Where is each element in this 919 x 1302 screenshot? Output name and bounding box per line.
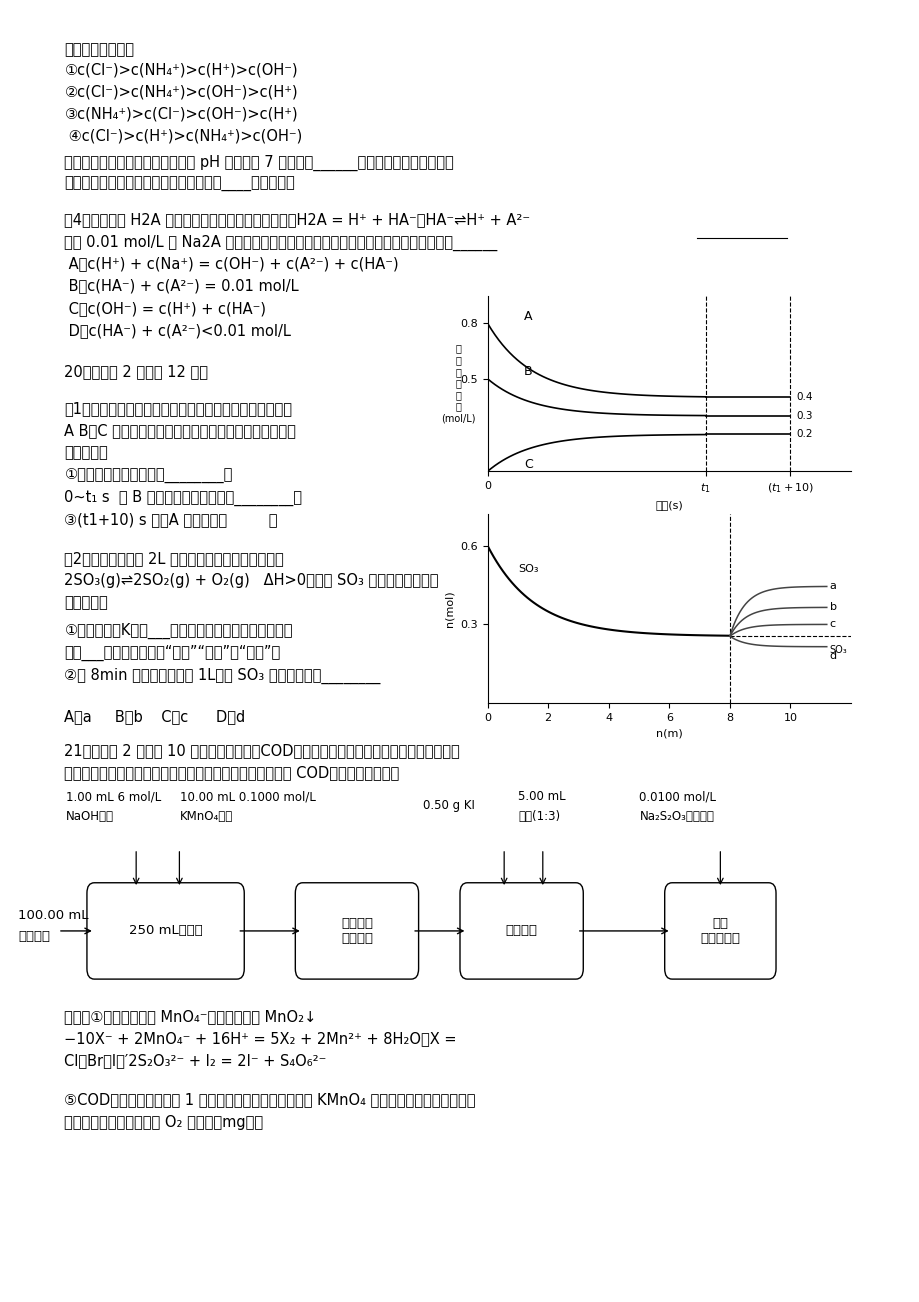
Text: 21．（每空 2 分，共 10 分）化学需氧量（COD）常作为衡量水体中有机物含量的指标。一: 21．（每空 2 分，共 10 分）化学需氧量（COD）常作为衡量水体中有机物含… bbox=[64, 743, 460, 759]
Text: B: B bbox=[524, 365, 532, 378]
Text: 有如下四种关系：: 有如下四种关系： bbox=[64, 42, 134, 57]
FancyBboxPatch shape bbox=[295, 883, 418, 979]
Text: 0.2: 0.2 bbox=[796, 430, 812, 439]
Text: 5.00 mL: 5.00 mL bbox=[517, 790, 565, 803]
Text: （2）在一个容积为 2L 的密闭恒容容器中，发生反应: （2）在一个容积为 2L 的密闭恒容容器中，发生反应 bbox=[64, 551, 284, 566]
Text: 上述四种离子浓度的大小顺序，正确的为____（填序号）: 上述四种离子浓度的大小顺序，正确的为____（填序号） bbox=[64, 177, 295, 193]
Text: （1）右图表示在一定的温度下，容积固定的密闭容器中，: （1）右图表示在一定的温度下，容积固定的密闭容器中， bbox=[64, 401, 292, 417]
Text: 量将___。（以上两空填“增大”“减小”或“不变”）: 量将___。（以上两空填“增大”“减小”或“不变”） bbox=[64, 644, 280, 660]
Text: ①c(Cl⁻)>c(NH₄⁺)>c(H⁺)>c(OH⁻): ①c(Cl⁻)>c(NH₄⁺)>c(H⁺)>c(OH⁻) bbox=[64, 62, 298, 78]
Text: 下列问题：: 下列问题： bbox=[64, 445, 108, 461]
Text: 250 mL锥形瓶: 250 mL锥形瓶 bbox=[129, 924, 202, 937]
Text: NaOH溶液: NaOH溶液 bbox=[66, 810, 114, 823]
Text: Cl，Br，I）′2S₂O₃²⁻ + I₂ = 2I⁻ + S₄O₆²⁻: Cl，Br，I）′2S₂O₃²⁻ + I₂ = 2I⁻ + S₄O₆²⁻ bbox=[64, 1053, 326, 1069]
Y-axis label: n(mol): n(mol) bbox=[444, 590, 454, 628]
Text: ③(t1+10) s 时，A 的转化率为         。: ③(t1+10) s 时，A 的转化率为 。 bbox=[64, 512, 278, 527]
Text: 硫酸(1:3): 硫酸(1:3) bbox=[517, 810, 560, 823]
Text: A: A bbox=[524, 310, 532, 323]
Text: D．c(HA⁻) + c(A²⁻)<0.01 mol/L: D．c(HA⁻) + c(A²⁻)<0.01 mol/L bbox=[64, 323, 291, 339]
Text: 个研究性学习小组打算用祁性高锴酸鿣溶液测定海水试样的 COD，实验流程如下：: 个研究性学习小组打算用祁性高锴酸鿣溶液测定海水试样的 COD，实验流程如下： bbox=[64, 766, 399, 781]
Text: d: d bbox=[829, 651, 836, 661]
Text: ⑤COD的计算方法：氧化 1 升水样中还原性物质所消耗的 KMnO₄ 的量为指标，折算成每升水: ⑤COD的计算方法：氧化 1 升水样中还原性物质所消耗的 KMnO₄ 的量为指标… bbox=[64, 1092, 475, 1108]
Text: 10.00 mL 0.1000 mol/L: 10.00 mL 0.1000 mol/L bbox=[180, 790, 316, 803]
Text: 右图所示。: 右图所示。 bbox=[64, 595, 108, 611]
Text: SO₃: SO₃ bbox=[517, 564, 538, 574]
Text: 滴定
（加淠粉）: 滴定 （加淠粉） bbox=[699, 917, 740, 945]
Text: C: C bbox=[524, 457, 532, 470]
Text: ③c(NH₄⁺)>c(Cl⁻)>c(OH⁻)>c(H⁺): ③c(NH₄⁺)>c(Cl⁻)>c(OH⁻)>c(H⁺) bbox=[64, 107, 298, 122]
Text: KMnO₄溶液: KMnO₄溶液 bbox=[180, 810, 233, 823]
Text: c: c bbox=[829, 620, 835, 629]
Text: 煮永片刻
迅速冷却: 煮永片刻 迅速冷却 bbox=[341, 917, 372, 945]
Text: ④c(Cl⁻)>c(H⁺)>c(NH₄⁺)>c(OH⁻): ④c(Cl⁻)>c(H⁺)>c(NH₄⁺)>c(OH⁻) bbox=[64, 129, 302, 145]
X-axis label: n(m): n(m) bbox=[655, 728, 682, 738]
Text: 若有 0.01 mol/L 的 Na2A 溶液，下列关于溶液中离子浓度关系的表达式，不正确的是______: 若有 0.01 mol/L 的 Na2A 溶液，下列关于溶液中离子浓度关系的表达… bbox=[64, 234, 497, 250]
Text: A．a     B．b    C，c      D．d: A．a B．b C，c D．d bbox=[64, 710, 245, 725]
Text: 0.50 g KI: 0.50 g KI bbox=[423, 799, 474, 812]
X-axis label: 时间(s): 时间(s) bbox=[654, 500, 683, 510]
Text: 20．（每空 2 分，共 12 分）: 20．（每空 2 分，共 12 分） bbox=[64, 365, 209, 380]
Text: a: a bbox=[829, 582, 835, 591]
Text: B．c(HA⁻) + c(A²⁻) = 0.01 mol/L: B．c(HA⁻) + c(A²⁻) = 0.01 mol/L bbox=[64, 279, 299, 294]
Text: 0.0100 mol/L: 0.0100 mol/L bbox=[639, 790, 716, 803]
Text: 100.00 mL: 100.00 mL bbox=[18, 909, 89, 922]
Text: A．c(H⁺) + c(Na⁺) = c(OH⁻) + c(A²⁻) + c(HA⁻): A．c(H⁺) + c(Na⁺) = c(OH⁻) + c(A²⁻) + c(H… bbox=[64, 256, 399, 272]
Text: b: b bbox=[829, 603, 836, 612]
Text: 已知：①弱碱性条件下 MnO₄⁻的还原产物为 MnO₂↓: 已知：①弱碱性条件下 MnO₄⁻的还原产物为 MnO₂↓ bbox=[64, 1009, 316, 1025]
Text: ②从 8min 起，压缩容器为 1L，则 SO₃ 的变化曲线为________: ②从 8min 起，压缩容器为 1L，则 SO₃ 的变化曲线为________ bbox=[64, 668, 380, 684]
Text: 若溶液中只有一种溶质，则溶液的 pH 值不等于 7 的原因是______（离子方程式）。此时，: 若溶液中只有一种溶质，则溶液的 pH 值不等于 7 的原因是______（离子方… bbox=[64, 155, 454, 171]
Text: SO₃: SO₃ bbox=[829, 646, 846, 655]
Text: ②c(Cl⁻)>c(NH₄⁺)>c(OH⁻)>c(H⁺): ②c(Cl⁻)>c(NH₄⁺)>c(OH⁻)>c(H⁺) bbox=[64, 85, 298, 100]
Text: ⁡0~t₁ s  内 B 气体的平均反应速率为________。: ⁡0~t₁ s 内 B 气体的平均反应速率为________。 bbox=[64, 490, 302, 505]
Text: 海水试样: 海水试样 bbox=[18, 930, 51, 943]
Text: 1.00 mL 6 mol/L: 1.00 mL 6 mol/L bbox=[66, 790, 162, 803]
Text: 0.3: 0.3 bbox=[796, 411, 812, 421]
Text: A B、C 三种气体物质的浓度随时间变化的情况，试回答: A B、C 三种气体物质的浓度随时间变化的情况，试回答 bbox=[64, 423, 296, 439]
Y-axis label: 物
质
的
量
浓
度
(mol/L): 物 质 的 量 浓 度 (mol/L) bbox=[441, 344, 475, 423]
Text: 2SO₃(g)⇌2SO₂(g) + O₂(g)   ΔH>0，其中 SO₃ 的物质的量变化如: 2SO₃(g)⇌2SO₂(g) + O₂(g) ΔH>0，其中 SO₃ 的物质的… bbox=[64, 573, 438, 589]
Text: −10X⁻ + 2MnO₄⁻ + 16H⁺ = 5X₂ + 2Mn²⁺ + 8H₂O（X =: −10X⁻ + 2MnO₄⁻ + 16H⁺ = 5X₂ + 2Mn²⁺ + 8H… bbox=[64, 1031, 457, 1047]
Text: 样全部被氧化后，需要的 O₂ 的质量（mg）。: 样全部被氧化后，需要的 O₂ 的质量（mg）。 bbox=[64, 1115, 263, 1130]
Text: （4）某二元酸 H2A 在水溶液中存在这样的电离过程：H2A = H⁺ + HA⁻，HA⁻⇌H⁺ + A²⁻: （4）某二元酸 H2A 在水溶液中存在这样的电离过程：H2A = H⁺ + HA… bbox=[64, 212, 530, 228]
Text: C．c(OH⁻) = c(H⁺) + c(HA⁻): C．c(OH⁻) = c(H⁺) + c(HA⁻) bbox=[64, 301, 267, 316]
FancyBboxPatch shape bbox=[86, 883, 244, 979]
FancyBboxPatch shape bbox=[664, 883, 776, 979]
Text: 混合静置: 混合静置 bbox=[505, 924, 537, 937]
Text: ①该反应的化学方程式为________。: ①该反应的化学方程式为________。 bbox=[64, 467, 233, 483]
FancyBboxPatch shape bbox=[460, 883, 583, 979]
Text: Na₂S₂O₃标准溶液: Na₂S₂O₃标准溶液 bbox=[639, 810, 713, 823]
Text: ①升高温度，K値将___；容器中气体的平均相对分子质: ①升高温度，K値将___；容器中气体的平均相对分子质 bbox=[64, 622, 292, 638]
Text: 0.4: 0.4 bbox=[796, 392, 812, 402]
